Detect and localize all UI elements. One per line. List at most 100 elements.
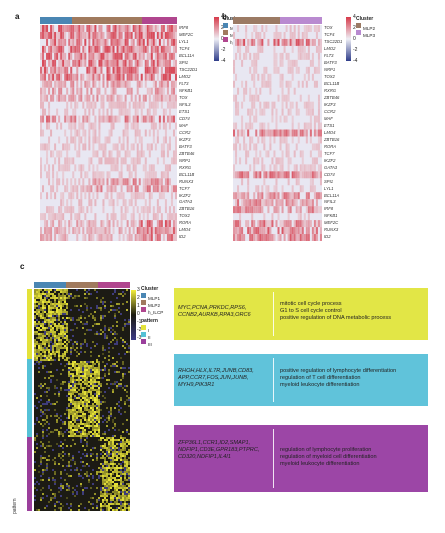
gene-label: IKZF2 <box>179 192 191 198</box>
legend-swatch <box>141 307 146 313</box>
gene-label: BCL11A <box>179 53 195 59</box>
gene-label: BCL11B <box>324 81 340 87</box>
gene-label: ETS1 <box>179 108 190 114</box>
gene-label: BATF3 <box>324 60 337 66</box>
cluster-bar-mlp1 <box>40 17 72 24</box>
scale-label: 4 <box>353 14 356 20</box>
gene-label: LMO4 <box>324 129 336 135</box>
gene-list-line: MYC,PCNA,PRKDC,RPS6, <box>178 305 247 311</box>
gene-label: LMO2 <box>324 46 336 52</box>
gene-label: NRP1 <box>179 157 191 163</box>
go-box-genes: MYC,PCNA,PRKDC,RPS6, CCNB2,AURKB,RPA3,OR… <box>178 305 272 319</box>
scale-label: -2 <box>353 47 358 53</box>
go-box-terms: mitotic cell cycle process G1 to S cell … <box>280 301 426 322</box>
gene-label: CD74 <box>179 115 190 121</box>
panel-c-pattern-bar <box>27 289 32 511</box>
scale-label: 0 <box>353 36 356 42</box>
go-box-divider <box>273 358 274 402</box>
panel-a-cluster-bar <box>40 17 177 24</box>
panel-a-heatmap <box>40 25 177 241</box>
scale-label: -3 <box>137 335 142 341</box>
gene-label: LMO2 <box>179 74 191 80</box>
gene-label: TOX <box>324 25 333 31</box>
go-term: myeloid leukocyte differentiation <box>280 461 360 467</box>
gene-label: NFKB1 <box>324 213 338 219</box>
panel-c-letter: c <box>20 262 25 271</box>
gene-label: IKZF3 <box>324 101 336 107</box>
gene-list-line: ZFP36L1,CCR1,ID2,SMAP1, <box>178 440 251 446</box>
cluster-bar-mlp1 <box>34 282 66 288</box>
panel-c-pattern-legend: pattern I II III <box>141 318 158 347</box>
panel-a-colorbar-labels: 4 2 0 -2 -4 <box>221 14 231 64</box>
gene-label: LYL1 <box>324 185 334 191</box>
gene-label: NFIL3 <box>179 101 191 107</box>
gene-label: TOX2 <box>179 213 190 219</box>
gene-label: ZBTB16 <box>179 206 195 212</box>
panel-c-heatmap <box>34 289 130 511</box>
gene-list-line: CD320,NDFIP1,IL4I1 <box>178 454 231 460</box>
panel-a-letter: a <box>15 12 20 21</box>
gene-label: LYL1 <box>179 39 189 45</box>
gene-label: ETS1 <box>324 122 335 128</box>
legend-label: I <box>148 328 150 333</box>
gene-label: IKZF3 <box>179 136 191 142</box>
gene-label: RXRG <box>324 87 337 93</box>
panel-b-cluster-legend: Cluster MLP2 MLP3 <box>356 16 376 38</box>
pattern-bar-III <box>27 437 32 511</box>
legend-title: Cluster <box>223 16 241 22</box>
panel-c-cluster-legend: Cluster MLP1 MLP2 h_ILCP <box>141 286 164 315</box>
scale-label: 1 <box>137 303 140 309</box>
go-term: positive regulation of DNA metabolic pro… <box>280 315 391 321</box>
gene-label: FLT3 <box>324 53 334 59</box>
panel-c-cluster-bar <box>34 282 130 288</box>
legend-swatch <box>223 23 228 29</box>
gene-label: CD74 <box>324 171 335 177</box>
go-term: regulation of lymphocyte proliferation <box>280 447 372 453</box>
gene-label: ZBTB46 <box>324 94 340 100</box>
go-box-pattern-I: MYC,PCNA,PRKDC,RPS6, CCNB2,AURKB,RPA3,OR… <box>174 288 428 340</box>
gene-label: TSC22D1 <box>324 39 343 45</box>
gene-list-line: CCNB2,AURKB,RPA3,ORC6 <box>178 312 251 318</box>
gene-label: RXRG <box>179 164 192 170</box>
gene-label: ID2 <box>179 234 186 240</box>
gene-list-line: NDFIP1,CD3E,GPR183,PTPRC, <box>178 447 260 453</box>
gene-label: MEF2C <box>179 32 194 38</box>
gene-label: TCF4 <box>324 32 335 38</box>
panel-b-letter: b <box>222 12 227 21</box>
panel-a-gene-labels: IRF8 MEF2C LYL1 TCF4 BCL11A SPI1 TSC22D1 LMO2 FL… <box>179 25 215 241</box>
go-box-pattern-II: RHOH,HLX,IL7R,JUNB,CD83, APP,CCR7,FOS,JU… <box>174 354 428 406</box>
gene-label: NRP1 <box>324 67 336 73</box>
cluster-bar-mlp2 <box>72 17 142 24</box>
gene-label: RUNX3 <box>179 178 194 184</box>
gene-label: ID2 <box>324 234 331 240</box>
go-box-genes: RHOH,HLX,IL7R,JUNB,CD83, APP,CCR7,FOS,JU… <box>178 368 272 389</box>
gene-label: MEF2C <box>324 220 339 226</box>
legend-label: MLP3 <box>363 33 376 38</box>
panel-b-colorbar <box>346 17 351 61</box>
panel-b-gene-labels: TOX TCF4 TSC22D1 LMO2 FLT3 BATF3 NRP1 TOX2 BCL11… <box>324 25 362 241</box>
gene-label: IKZF2 <box>324 157 336 163</box>
gene-label: SPI1 <box>324 178 334 184</box>
scale-label: -1 <box>137 319 142 325</box>
legend-swatch <box>223 37 228 43</box>
legend-label: III <box>148 342 152 347</box>
legend-swatch <box>223 30 228 36</box>
gene-label: RUNX3 <box>324 227 339 233</box>
legend-swatch <box>141 325 146 331</box>
cluster-bar-h-ilcp <box>142 17 177 24</box>
gene-label: BCL11A <box>324 192 340 198</box>
go-term: G1 to S cell cycle control <box>280 308 342 314</box>
gene-label: MAF <box>179 122 188 128</box>
legend-label: h_ILCP <box>148 310 164 315</box>
gene-label: TCF7 <box>324 150 335 156</box>
gene-list-line: RHOH,HLX,IL7R,JUNB,CD83, <box>178 368 254 374</box>
gene-label: BCL11B <box>179 171 195 177</box>
scale-label: 4 <box>221 14 224 20</box>
go-term: myeloid leukocyte differentiation <box>280 382 360 388</box>
gene-label: TCF7 <box>179 185 190 191</box>
gene-label: TOX <box>179 94 188 100</box>
legend-title: Cluster <box>141 286 159 292</box>
scale-label: 3 <box>137 287 140 293</box>
gene-label: RORA <box>179 220 192 226</box>
cluster-bar-h-ilcp <box>98 282 130 288</box>
